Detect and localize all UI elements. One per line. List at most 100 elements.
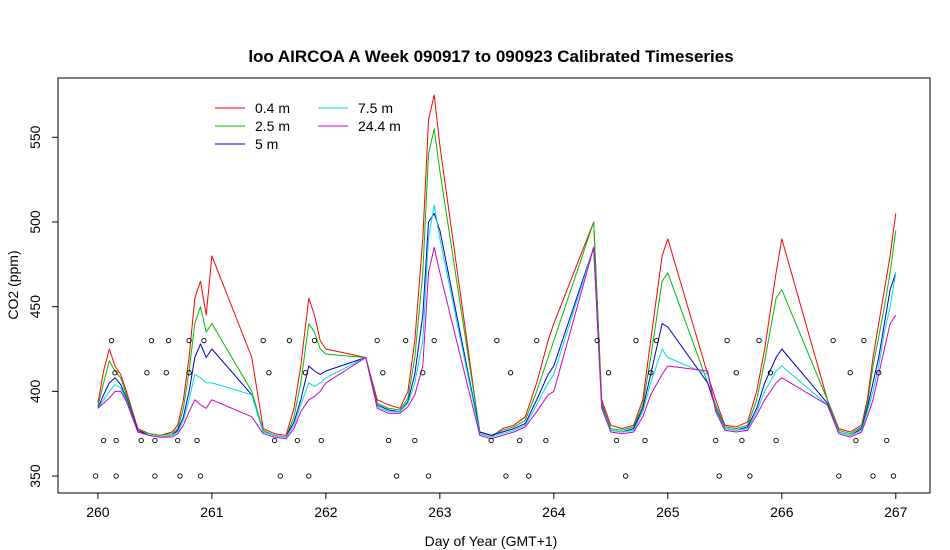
marker-point xyxy=(716,473,722,479)
marker-point xyxy=(494,337,500,344)
marker-point xyxy=(756,337,762,344)
marker-point xyxy=(266,370,272,376)
marker-point xyxy=(380,370,386,376)
marker-point xyxy=(847,370,853,376)
marker-point xyxy=(277,473,283,479)
marker-point xyxy=(194,437,200,444)
marker-point xyxy=(773,437,779,444)
x-tick-label: 263 xyxy=(428,504,452,520)
marker-point xyxy=(830,337,836,344)
marker-point xyxy=(412,437,418,444)
marker-point xyxy=(613,437,620,444)
marker-point xyxy=(420,370,426,376)
marker-point xyxy=(605,370,612,376)
marker-point xyxy=(113,473,119,479)
marker-point xyxy=(594,337,600,344)
marker-point xyxy=(197,473,204,479)
marker-layer xyxy=(92,337,897,479)
legend-label: 2.5 m xyxy=(255,118,290,134)
marker-point xyxy=(152,437,158,444)
marker-point xyxy=(92,473,99,479)
series-line-5-m xyxy=(97,213,897,438)
series-line-2-5-m xyxy=(97,128,897,438)
marker-point xyxy=(302,370,309,376)
marker-point xyxy=(318,437,324,444)
x-tick-label: 264 xyxy=(542,504,566,520)
marker-point xyxy=(713,437,719,444)
marker-point xyxy=(306,473,312,479)
x-tick-label: 262 xyxy=(314,504,338,520)
marker-point xyxy=(374,337,380,344)
series-line-7-5-m xyxy=(97,204,897,438)
chart-title: loo AIRCOA A Week 090917 to 090923 Calib… xyxy=(248,47,733,66)
marker-point xyxy=(861,337,867,344)
marker-point xyxy=(163,370,169,376)
marker-point xyxy=(733,370,739,376)
series-line-0-4-m xyxy=(97,94,897,438)
legend-label: 24.4 m xyxy=(358,118,401,134)
marker-point xyxy=(543,437,549,444)
marker-point xyxy=(260,337,266,344)
marker-point xyxy=(186,370,192,376)
marker-point xyxy=(507,370,514,376)
marker-point xyxy=(633,337,639,344)
marker-point xyxy=(648,370,654,376)
marker-point xyxy=(138,437,144,444)
x-tick-label: 265 xyxy=(656,504,680,520)
marker-point xyxy=(488,437,494,444)
marker-point xyxy=(113,437,119,444)
marker-point xyxy=(853,437,859,444)
marker-point xyxy=(516,437,523,444)
marker-point xyxy=(642,437,648,444)
marker-point xyxy=(876,370,882,376)
marker-point xyxy=(724,337,730,344)
marker-point xyxy=(836,473,842,479)
marker-point xyxy=(201,337,207,344)
y-tick-label: 550 xyxy=(27,125,43,149)
marker-point xyxy=(152,473,158,479)
series-layer xyxy=(97,94,897,440)
marker-point xyxy=(393,473,400,479)
marker-point xyxy=(100,437,107,444)
x-tick-label: 260 xyxy=(86,504,110,520)
marker-point xyxy=(311,337,318,344)
marker-point xyxy=(623,473,629,479)
y-axis: 350 400 450 500 550 xyxy=(27,125,58,488)
legend-label: 5 m xyxy=(255,136,278,152)
marker-point xyxy=(144,370,150,376)
y-axis-label: CO2 (ppm) xyxy=(5,250,21,319)
marker-point xyxy=(739,437,745,444)
marker-point xyxy=(653,337,660,344)
marker-point xyxy=(175,437,181,444)
marker-point xyxy=(747,473,753,479)
marker-point xyxy=(534,337,540,344)
legend: 0.4 m 2.5 m 5 m 7.5 m 24.4 m xyxy=(215,100,401,152)
legend-label: 0.4 m xyxy=(255,100,290,116)
x-tick-label: 267 xyxy=(884,504,908,520)
x-axis: 260 261 262 263 264 265 266 267 xyxy=(86,493,908,520)
x-tick-label: 261 xyxy=(200,504,224,520)
marker-point xyxy=(503,473,509,479)
marker-point xyxy=(112,370,118,376)
marker-point xyxy=(294,437,301,444)
marker-point xyxy=(271,437,278,444)
plot-frame xyxy=(57,77,931,494)
marker-point xyxy=(431,337,437,344)
marker-point xyxy=(526,473,532,479)
marker-point xyxy=(884,437,890,444)
y-tick-label: 350 xyxy=(27,464,43,488)
legend-label: 7.5 m xyxy=(358,100,393,116)
y-tick-label: 450 xyxy=(27,295,43,319)
x-tick-label: 266 xyxy=(770,504,794,520)
y-tick-label: 500 xyxy=(27,210,43,234)
marker-point xyxy=(108,337,115,344)
marker-point xyxy=(870,473,876,479)
series-line-24-4-m xyxy=(97,246,897,440)
x-axis-label: Day of Year (GMT+1) xyxy=(425,533,558,549)
marker-point xyxy=(165,337,172,344)
marker-point xyxy=(890,473,897,479)
marker-point xyxy=(177,473,183,479)
y-tick-label: 400 xyxy=(27,379,43,403)
marker-point xyxy=(385,437,392,444)
